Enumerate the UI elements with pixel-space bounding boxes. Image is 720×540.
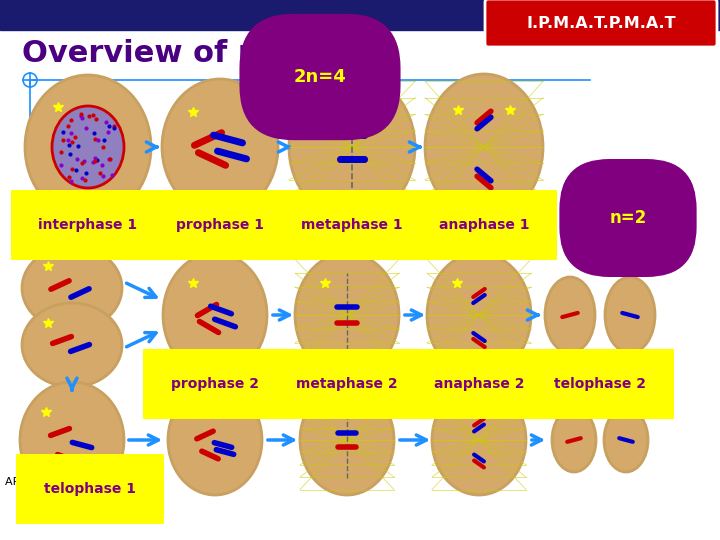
Text: interphase 1: interphase 1 (38, 218, 138, 232)
Ellipse shape (168, 385, 262, 495)
Ellipse shape (295, 253, 399, 377)
Text: 2n=4: 2n=4 (294, 68, 346, 86)
Text: telophase 1: telophase 1 (44, 482, 136, 496)
Ellipse shape (427, 253, 531, 377)
Text: prophase 2: prophase 2 (171, 377, 259, 391)
Ellipse shape (432, 385, 526, 495)
Text: anaphase 2: anaphase 2 (433, 377, 524, 391)
Text: AP E: AP E (5, 477, 30, 487)
Ellipse shape (22, 246, 122, 330)
Text: metaphase 2: metaphase 2 (296, 377, 398, 391)
Text: n=2: n=2 (609, 209, 647, 227)
Ellipse shape (289, 74, 415, 220)
Bar (0, 0, 720, 30)
Ellipse shape (25, 75, 151, 219)
Ellipse shape (604, 408, 648, 472)
FancyBboxPatch shape (485, 0, 717, 47)
Text: I.P.M.A.T.P.M.A.T: I.P.M.A.T.P.M.A.T (526, 16, 676, 30)
Ellipse shape (52, 106, 124, 188)
Text: metaphase 1: metaphase 1 (301, 218, 402, 232)
Ellipse shape (163, 253, 267, 377)
Ellipse shape (425, 74, 543, 220)
Ellipse shape (20, 382, 124, 498)
Ellipse shape (300, 385, 394, 495)
Text: prophase 1: prophase 1 (176, 218, 264, 232)
Text: Overview of meiosis: Overview of meiosis (22, 38, 369, 68)
Ellipse shape (162, 79, 278, 215)
Ellipse shape (22, 303, 122, 387)
Text: anaphase 1: anaphase 1 (438, 218, 529, 232)
Ellipse shape (552, 408, 596, 472)
Ellipse shape (545, 277, 595, 353)
Text: telophase 2: telophase 2 (554, 377, 646, 391)
Ellipse shape (605, 277, 655, 353)
